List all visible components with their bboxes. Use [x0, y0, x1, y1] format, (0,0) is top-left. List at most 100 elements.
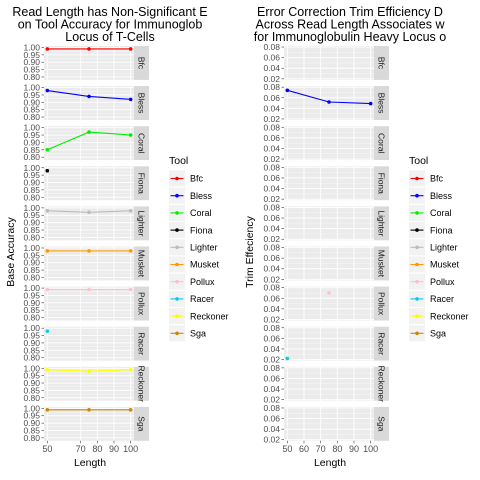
facet-panel-background	[44, 406, 134, 441]
y-tick-label: 1.00	[23, 403, 40, 413]
facet-panel-background	[44, 286, 134, 321]
legend-title: Tool	[409, 155, 428, 167]
y-tick-label: 1.00	[23, 83, 40, 93]
y-tick-label: 0.06	[263, 133, 280, 143]
facet-strip-label-racer: Racer	[137, 332, 147, 355]
y-tick-label: 0.90	[23, 57, 40, 67]
data-point-bfc	[128, 47, 133, 51]
y-tick-label: 0.90	[23, 137, 40, 147]
data-point-bfc	[45, 47, 50, 51]
y-tick-label: 0.95	[23, 250, 40, 260]
y-tick-label: 1.00	[23, 123, 40, 133]
y-tick-label: 0.85	[23, 425, 40, 435]
y-tick-label: 0.85	[23, 265, 40, 275]
data-point-coral	[45, 147, 50, 152]
facet-racer: 1.000.950.900.850.80 Racer	[23, 323, 149, 363]
legend-label-sga: Sga	[430, 329, 446, 339]
legend-label-lighter: Lighter	[430, 243, 458, 253]
data-point-pollux	[45, 287, 50, 292]
facet-panel-background	[44, 326, 134, 361]
y-tick-label: 0.80	[23, 353, 40, 363]
y-axis-label: Trim Effeciency	[244, 215, 256, 288]
data-point-bfc	[87, 47, 91, 51]
facet-fiona: 0.080.060.040.02 Fiona	[263, 162, 389, 204]
y-tick-label: 0.08	[263, 323, 280, 333]
legend-key-point	[415, 297, 419, 301]
y-tick-label: 0.95	[23, 50, 40, 60]
data-point-musket	[45, 249, 50, 253]
legend-key-point	[175, 262, 179, 267]
facet-strip	[134, 166, 149, 201]
y-tick-label: 0.90	[23, 378, 40, 388]
legend-label-fiona: Fiona	[190, 225, 213, 235]
facet-strip	[134, 326, 149, 361]
facet-strip	[374, 206, 389, 241]
y-tick-label: 0.08	[263, 243, 280, 253]
y-tick-label: 1.00	[23, 42, 40, 52]
y-tick-label: 0.85	[23, 65, 40, 75]
y-tick-label: 0.85	[23, 305, 40, 315]
legend-label-lighter: Lighter	[190, 243, 218, 253]
y-tick-label: 0.08	[263, 403, 280, 413]
y-tick-label: 0.08	[263, 122, 280, 132]
x-tick-label: 90	[349, 444, 359, 454]
y-tick-label: 0.95	[23, 210, 40, 220]
facet-strip	[134, 286, 149, 321]
y-tick-label: 0.02	[263, 274, 280, 284]
y-tick-label: 0.06	[263, 53, 280, 63]
facet-strip-label-coral: Coral	[377, 133, 387, 153]
y-tick-label: 0.04	[263, 63, 280, 73]
legend-label-bless: Bless	[430, 191, 453, 201]
y-tick-label: 0.85	[23, 385, 40, 395]
chart-2: Error Correction Trim Efficiency DAcross…	[244, 5, 469, 469]
data-point-bless	[87, 94, 91, 99]
y-tick-label: 0.85	[23, 345, 40, 355]
legend-label-racer: Racer	[430, 294, 454, 304]
data-point-racer	[45, 329, 50, 333]
facet-strip	[374, 406, 389, 441]
facet-strip	[134, 406, 149, 441]
facet-strip-label-reckoner: Reckoner	[137, 366, 147, 403]
data-point-sga	[45, 408, 50, 412]
facet-strip-label-pollux: Pollux	[377, 292, 387, 316]
y-tick-label: 0.04	[263, 143, 280, 153]
legend-key-point	[415, 279, 419, 284]
facet-strip	[374, 246, 389, 281]
facet-racer: 0.080.060.040.02 Racer	[263, 323, 389, 365]
y-tick-label: 0.06	[263, 213, 280, 223]
data-point-reckoner	[45, 367, 50, 372]
x-tick-label: 60	[299, 444, 309, 454]
facet-strip	[134, 206, 149, 241]
y-tick-label: 0.95	[23, 371, 40, 381]
x-tick-label: 100	[123, 444, 138, 454]
facet-bfc: 1.000.950.900.850.80 Bfc	[23, 42, 149, 82]
facet-reckoner: 0.080.060.040.02 Reckoner	[263, 363, 389, 405]
legend-key-point	[175, 193, 179, 198]
y-tick-label: 0.90	[23, 178, 40, 188]
legend-key-point	[415, 228, 419, 232]
facet-strip-label-lighter: Lighter	[377, 210, 387, 236]
data-point-lighter	[128, 209, 133, 213]
facet-pollux: 1.000.950.900.850.80 Pollux	[23, 283, 149, 323]
y-tick-label: 0.06	[263, 333, 280, 343]
y-tick-label: 0.08	[263, 82, 280, 92]
facet-bfc: 0.080.060.040.02 Bfc	[263, 42, 389, 84]
facet-strip-label-sga: Sga	[377, 416, 387, 431]
y-tick-label: 0.08	[263, 162, 280, 172]
facet-strip	[134, 246, 149, 281]
y-tick-label: 0.02	[263, 194, 280, 204]
legend-label-pollux: Pollux	[190, 277, 215, 287]
facet-lighter: 0.080.060.040.02 Lighter	[263, 202, 389, 244]
legend-label-bfc: Bfc	[190, 174, 204, 184]
facet-sga: 1.000.950.900.850.80 Sga	[23, 403, 149, 443]
facet-strip-label-bfc: Bfc	[137, 57, 147, 70]
data-point-sga	[87, 408, 91, 412]
y-axis-label: Base Accuracy	[5, 217, 17, 287]
data-point-musket	[87, 249, 91, 253]
y-tick-label: 0.06	[263, 373, 280, 383]
facet-strip-label-racer: Racer	[377, 332, 387, 355]
facet-strip-label-bfc: Bfc	[377, 57, 387, 70]
y-tick-label: 0.95	[23, 331, 40, 341]
facet-strip	[134, 86, 149, 120]
data-point-bless	[45, 88, 50, 93]
